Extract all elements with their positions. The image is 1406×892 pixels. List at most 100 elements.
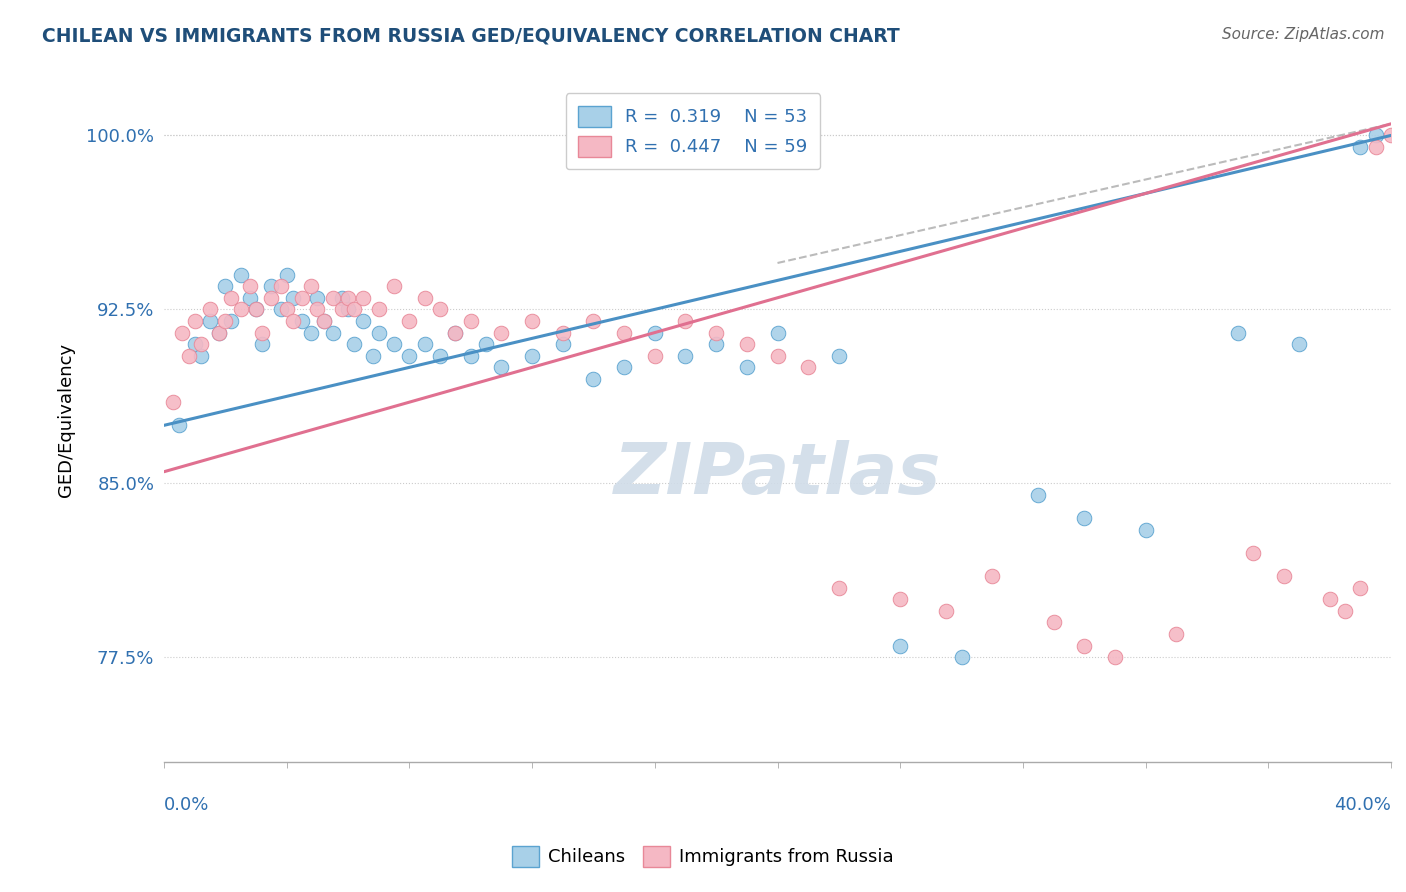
Point <box>198 314 221 328</box>
Point <box>260 291 283 305</box>
Point <box>208 326 231 340</box>
Point <box>183 314 205 328</box>
Point <box>644 349 666 363</box>
Point <box>1364 140 1386 154</box>
Point <box>361 349 384 363</box>
Point <box>460 349 482 363</box>
Point <box>190 337 212 351</box>
Point <box>1042 615 1064 630</box>
Point <box>352 314 374 328</box>
Y-axis label: GED/Equivalency: GED/Equivalency <box>58 343 75 497</box>
Point <box>367 326 389 340</box>
Point <box>229 268 252 282</box>
Point <box>981 569 1004 583</box>
Point <box>330 302 353 317</box>
Point <box>1135 523 1157 537</box>
Text: 40.0%: 40.0% <box>1334 797 1391 814</box>
Point <box>1073 639 1095 653</box>
Point <box>270 302 292 317</box>
Point <box>797 360 820 375</box>
Legend: R =  0.319    N = 53, R =  0.447    N = 59: R = 0.319 N = 53, R = 0.447 N = 59 <box>565 94 820 169</box>
Point <box>208 326 231 340</box>
Point <box>245 302 267 317</box>
Point <box>766 349 789 363</box>
Point <box>198 302 221 317</box>
Point <box>735 360 758 375</box>
Point <box>491 326 513 340</box>
Point <box>245 302 267 317</box>
Point <box>183 337 205 351</box>
Point <box>1379 128 1402 143</box>
Text: ZIPatlas: ZIPatlas <box>614 440 941 508</box>
Point <box>169 418 191 433</box>
Point <box>343 302 366 317</box>
Point <box>276 302 298 317</box>
Point <box>735 337 758 351</box>
Point <box>398 314 420 328</box>
Point <box>299 279 322 293</box>
Point <box>307 291 329 305</box>
Point <box>214 279 236 293</box>
Point <box>337 291 360 305</box>
Point <box>1026 488 1049 502</box>
Point <box>1241 546 1264 560</box>
Point <box>1364 128 1386 143</box>
Point <box>270 279 292 293</box>
Point <box>1104 650 1126 665</box>
Point <box>322 326 344 340</box>
Point <box>444 326 467 340</box>
Point <box>162 395 184 409</box>
Point <box>1350 140 1372 154</box>
Point <box>1073 511 1095 525</box>
Point <box>704 337 727 351</box>
Point <box>382 337 405 351</box>
Point <box>491 360 513 375</box>
Point <box>413 291 436 305</box>
Point <box>520 349 543 363</box>
Point <box>413 337 436 351</box>
Point <box>613 360 636 375</box>
Point <box>172 326 194 340</box>
Point <box>551 326 574 340</box>
Point <box>950 650 973 665</box>
Point <box>460 314 482 328</box>
Point <box>889 639 911 653</box>
Point <box>889 592 911 607</box>
Point <box>281 314 304 328</box>
Point <box>1226 326 1249 340</box>
Point <box>281 291 304 305</box>
Text: 0.0%: 0.0% <box>165 797 209 814</box>
Point <box>291 314 314 328</box>
Point <box>367 302 389 317</box>
Point <box>520 314 543 328</box>
Point <box>239 279 262 293</box>
Point <box>214 314 236 328</box>
Point <box>1350 581 1372 595</box>
Point <box>1166 627 1188 641</box>
Point <box>1319 592 1341 607</box>
Point <box>828 349 851 363</box>
Point <box>766 326 789 340</box>
Point <box>330 291 353 305</box>
Point <box>382 279 405 293</box>
Point <box>250 337 273 351</box>
Point <box>613 326 636 340</box>
Point <box>551 337 574 351</box>
Text: Source: ZipAtlas.com: Source: ZipAtlas.com <box>1222 27 1385 42</box>
Text: CHILEAN VS IMMIGRANTS FROM RUSSIA GED/EQUIVALENCY CORRELATION CHART: CHILEAN VS IMMIGRANTS FROM RUSSIA GED/EQ… <box>42 27 900 45</box>
Point <box>398 349 420 363</box>
Point <box>291 291 314 305</box>
Point <box>429 302 451 317</box>
Point <box>704 326 727 340</box>
Point <box>1334 604 1357 618</box>
Point <box>177 349 200 363</box>
Point <box>239 291 262 305</box>
Point <box>444 326 467 340</box>
Point <box>299 326 322 340</box>
Point <box>828 581 851 595</box>
Point <box>337 302 360 317</box>
Point <box>312 314 335 328</box>
Point <box>475 337 498 351</box>
Legend: Chileans, Immigrants from Russia: Chileans, Immigrants from Russia <box>505 838 901 874</box>
Point <box>675 349 697 363</box>
